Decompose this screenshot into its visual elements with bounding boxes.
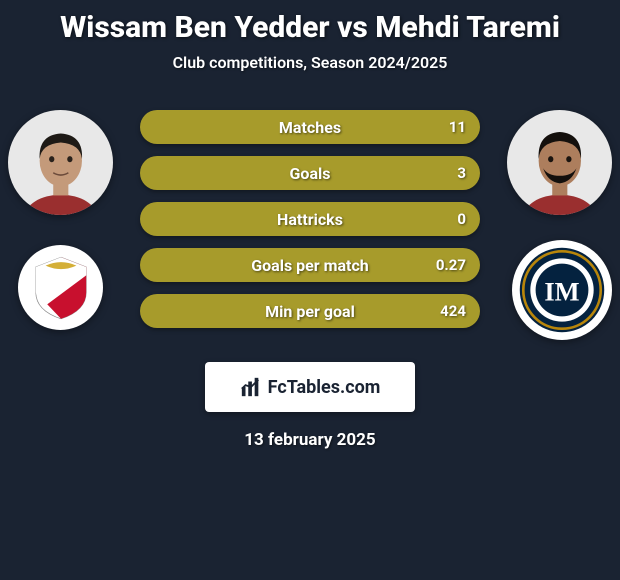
stat-label: Matches [140,118,480,137]
monaco-crest-icon [26,253,96,323]
page-title: Wissam Ben Yedder vs Mehdi Taremi [0,10,620,45]
stat-label: Goals [140,164,480,183]
stat-row: Goals 3 [140,156,480,190]
stat-right-value: 424 [440,302,466,320]
comparison-body: IM Matches 11 Goals 3 Hattricks 0 Go [0,100,620,350]
player-left-avatar [8,110,113,215]
stat-row: Min per goal 424 [140,294,480,328]
player-right-silhouette-icon [522,121,598,216]
stat-right-value: 3 [457,164,466,182]
club-right-logo: IM [512,240,612,340]
player-right-avatar [507,110,612,215]
svg-text:IM: IM [544,277,579,307]
stat-row: Goals per match 0.27 [140,248,480,282]
stat-row: Matches 11 [140,110,480,144]
inter-crest-icon: IM [518,246,606,334]
stat-label: Hattricks [140,210,480,229]
barchart-icon [240,376,262,398]
stat-right-value: 11 [449,118,466,136]
watermark-text: FcTables.com [268,377,381,398]
stat-row: Hattricks 0 [140,202,480,236]
watermark: FcTables.com [205,362,415,412]
stat-bars: Matches 11 Goals 3 Hattricks 0 Goals per… [140,110,480,340]
stat-label: Min per goal [140,302,480,321]
stat-label: Goals per match [140,256,480,275]
comparison-card: Wissam Ben Yedder vs Mehdi Taremi Club c… [0,0,620,460]
subtitle: Club competitions, Season 2024/2025 [0,53,620,72]
stat-right-value: 0.27 [436,256,466,274]
player-left-silhouette-icon [23,121,99,216]
stat-right-value: 0 [457,210,466,228]
date-text: 13 february 2025 [0,430,620,450]
club-left-logo [18,245,103,330]
